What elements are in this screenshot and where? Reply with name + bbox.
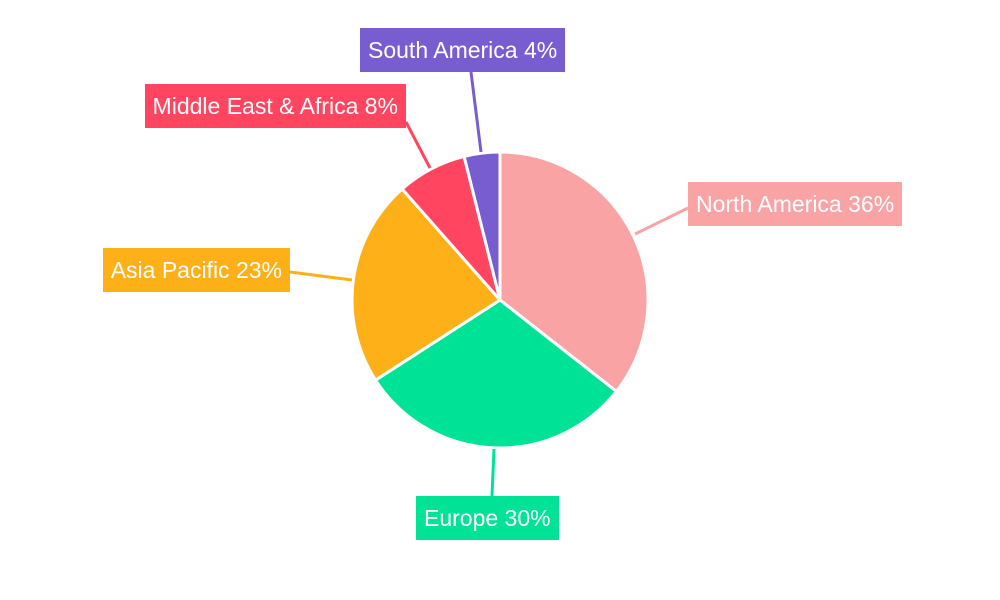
leader-line	[490, 448, 496, 497]
pie-slice-asia-pacific[interactable]	[350, 186, 503, 383]
pie-slice-europe[interactable]	[373, 298, 619, 450]
leader-line	[289, 270, 353, 282]
pie-slice-north-america[interactable]	[498, 150, 650, 394]
leader-line	[469, 71, 483, 153]
data-label: South America 4%	[360, 28, 566, 72]
data-label: North America 36%	[688, 182, 903, 226]
pie-slice-south-america[interactable]	[462, 150, 502, 301]
leader-line	[634, 206, 689, 236]
data-label: Asia Pacific 23%	[102, 248, 290, 292]
data-label: Europe 30%	[416, 496, 559, 540]
data-label: Middle East & Africa 8%	[144, 84, 406, 128]
leader-line	[404, 121, 432, 169]
